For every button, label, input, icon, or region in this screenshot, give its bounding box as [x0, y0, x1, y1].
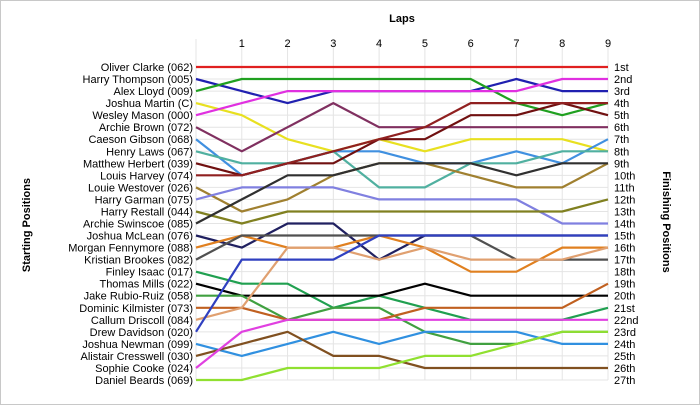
finishing-label: 12th	[614, 194, 635, 206]
starting-label: Archie Brown (072)	[99, 122, 193, 134]
finishing-label: 23rd	[614, 327, 636, 339]
starting-label: Alistair Cresswell (030)	[81, 351, 193, 363]
starting-label: Louis Harvey (074)	[100, 170, 193, 182]
finishing-label: 21st	[614, 303, 635, 315]
finishing-label: 2nd	[614, 74, 632, 86]
finishing-label: 22nd	[614, 315, 638, 327]
x-tick-labels: 1 2 3 4 5 6 7 8 9	[239, 38, 611, 50]
starting-label: Daniel Beards (069)	[95, 375, 193, 387]
series-line	[195, 102, 609, 153]
finishing-label: 5th	[614, 110, 629, 122]
series-line	[196, 282, 609, 321]
finishing-label: 6th	[614, 122, 629, 134]
series-line	[195, 101, 608, 153]
x-tick-label: 8	[559, 38, 565, 50]
x-tick-label: 3	[330, 38, 336, 50]
finishing-label: 26th	[614, 363, 635, 375]
starting-label: Sophie Cooke (024)	[95, 363, 193, 375]
starting-label: Thomas Mills (022)	[99, 279, 193, 291]
series-line	[195, 282, 608, 297]
finishing-label: 4th	[614, 98, 629, 110]
x-tick-label: 5	[422, 38, 428, 50]
finishing-label: 8th	[614, 146, 629, 158]
starting-label: Callum Driscoll (084)	[91, 315, 193, 327]
x-tick-label: 6	[468, 38, 474, 50]
finishing-labels: 1st2nd3rd4th5th6th7th8th9th10th11th12th1…	[614, 62, 638, 387]
starting-label: Harry Restall (044)	[101, 206, 193, 218]
finishing-label: 20th	[614, 291, 635, 303]
series-line	[195, 318, 608, 369]
starting-label: Oliver Clarke (062)	[101, 62, 193, 74]
x-tick-label: 2	[284, 38, 290, 50]
series-line	[195, 246, 609, 321]
starting-label: Wesley Mason (000)	[92, 110, 193, 122]
starting-label: Joshua Martin (C)	[106, 98, 193, 110]
starting-label: Joshua Newman (099)	[82, 339, 193, 351]
starting-label: Drew Davidson (020)	[90, 327, 193, 339]
starting-label: Joshua McLean (076)	[87, 231, 193, 243]
starting-label: Louie Westover (026)	[88, 182, 193, 194]
starting-label: Finley Isaac (017)	[106, 267, 193, 279]
series-lines	[195, 65, 609, 382]
starting-labels: Oliver Clarke (062)Harry Thompson (005)A…	[68, 62, 193, 387]
finishing-label: 16th	[614, 243, 635, 255]
x-tick-label: 1	[239, 38, 245, 50]
series-line	[196, 330, 608, 382]
finishing-label: 9th	[614, 158, 629, 170]
series-line	[195, 77, 609, 117]
finishing-label: 7th	[614, 134, 629, 146]
finishing-label: 1st	[614, 62, 629, 74]
starting-label: Morgan Fennymore (088)	[68, 243, 193, 255]
finishing-label: 17th	[614, 255, 635, 267]
starting-label: Matthew Herbert (039)	[83, 158, 193, 170]
series-line	[195, 234, 608, 333]
starting-label: Dominic Kilmister (073)	[79, 303, 193, 315]
finishing-label: 13th	[614, 206, 635, 218]
starting-label: Archie Swinscoe (085)	[83, 219, 193, 231]
starting-label: Harry Thompson (005)	[83, 74, 193, 86]
series-line	[195, 150, 608, 189]
finishing-label: 10th	[614, 170, 635, 182]
starting-label: Jake Rubio-Ruiz (058)	[84, 291, 193, 303]
series-line	[195, 198, 609, 225]
x-tick-label: 7	[513, 38, 519, 50]
series-line	[195, 77, 608, 117]
series-line	[195, 186, 608, 225]
finishing-label: 24th	[614, 339, 635, 351]
starting-label: Alex Lloyd (009)	[114, 86, 194, 98]
finishing-label: 25th	[614, 351, 635, 363]
series-line	[196, 101, 608, 177]
finishing-label: 3rd	[614, 86, 630, 98]
finishing-label: 18th	[614, 267, 635, 279]
series-line	[195, 162, 608, 225]
starting-label: Kristian Brookes (082)	[84, 255, 193, 267]
x-axis-title: Laps	[389, 13, 415, 25]
finishing-label: 27th	[614, 375, 635, 387]
finishing-label: 19th	[614, 279, 635, 291]
finishing-label: 14th	[614, 219, 635, 231]
starting-label: Caeson Gibson (068)	[88, 134, 193, 146]
x-tick-label: 9	[605, 38, 611, 50]
right-axis-title: Finishing Positions	[660, 171, 672, 272]
finishing-label: 15th	[614, 231, 635, 243]
x-tick-label: 4	[376, 38, 382, 50]
finishing-label: 11th	[614, 182, 635, 194]
starting-label: Harry Garman (075)	[95, 194, 193, 206]
left-axis-title: Starting Positions	[21, 178, 33, 272]
starting-label: Henry Laws (067)	[106, 146, 193, 158]
